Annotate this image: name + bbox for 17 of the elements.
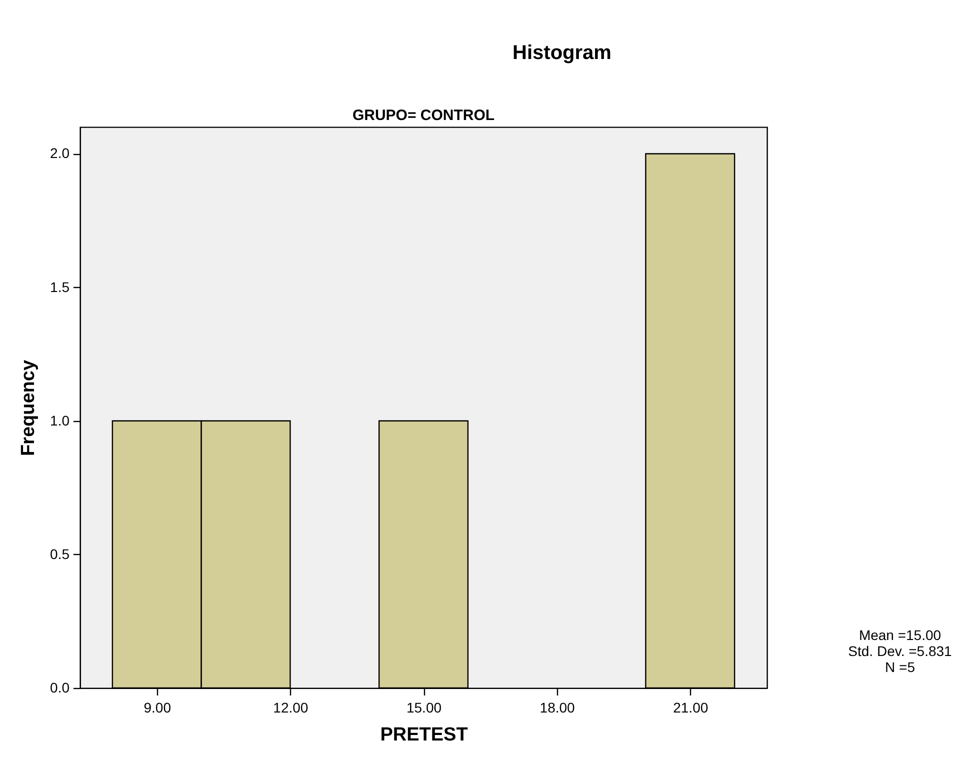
- y-axis-title: Frequency: [18, 360, 40, 456]
- x-tick-label: 15.00: [406, 700, 442, 716]
- text: Std. Dev. =5.831: [847, 643, 953, 659]
- y-tick-label: 0.5: [50, 546, 70, 562]
- text: N =5: [884, 659, 916, 675]
- y-tick-label: 1.5: [50, 278, 70, 295]
- x-tick-label: 18.00: [540, 700, 576, 716]
- y-tick-label: 1.0: [50, 412, 70, 428]
- x-tick-label: 12.00: [273, 700, 308, 716]
- chart-subtitle: GRUPO= CONTROL: [352, 107, 495, 124]
- x-axis-title: PRETEST: [380, 724, 468, 746]
- y-tick-label: 2.0: [50, 145, 70, 162]
- y-tick-label: 0.0: [50, 680, 70, 696]
- x-tick-label: 9.00: [144, 700, 172, 716]
- chart-title: Histogram: [512, 42, 612, 65]
- text: Mean =15.00: [858, 627, 942, 643]
- x-tick-label: 21.00: [673, 700, 708, 716]
